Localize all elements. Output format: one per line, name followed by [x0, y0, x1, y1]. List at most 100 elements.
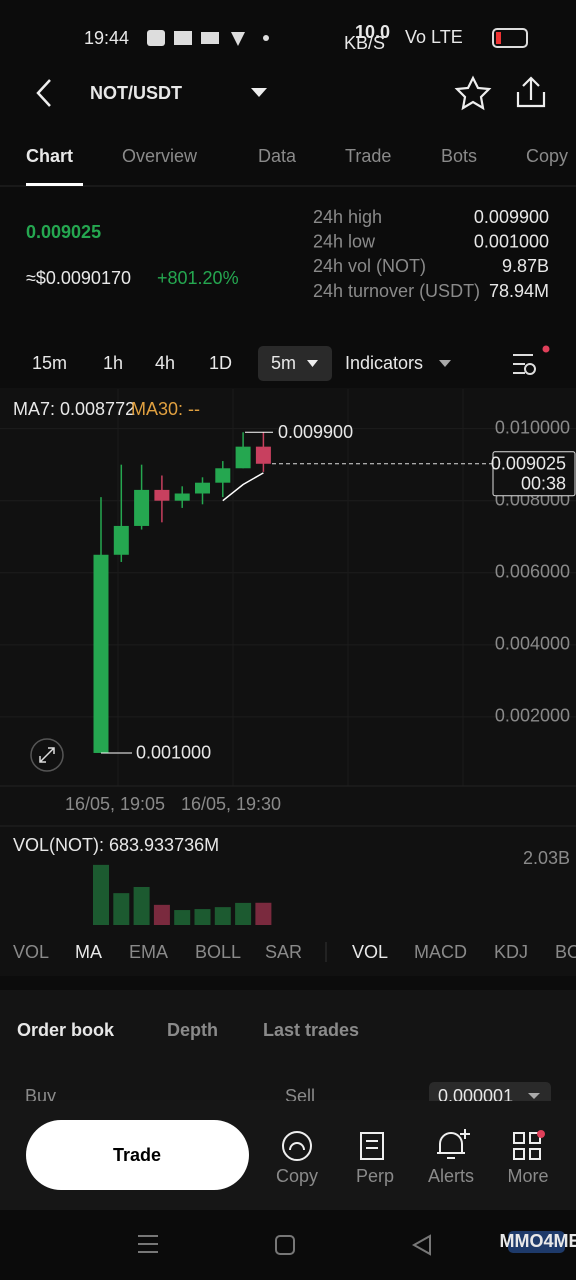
fullscreen-icon — [39, 747, 55, 763]
action-label[interactable]: Copy — [276, 1166, 318, 1186]
indicator-tab[interactable]: SAR — [265, 942, 302, 962]
indicators-dropdown[interactable] — [439, 360, 451, 367]
y-tick-label: 0.002000 — [495, 706, 570, 726]
candle-body — [134, 489, 150, 526]
indicator-tab[interactable]: MA — [75, 942, 102, 962]
tab-indicator — [26, 183, 83, 186]
candle-body — [154, 489, 170, 501]
indicator-tab[interactable]: VOL — [352, 942, 388, 962]
favorite-button[interactable] — [454, 75, 492, 111]
stat-label: 24h vol (NOT) — [313, 256, 426, 276]
precision-value: 0.000001 — [438, 1086, 513, 1106]
battery — [492, 28, 528, 48]
order-tab[interactable]: Last trades — [263, 1020, 359, 1040]
last-price-box — [492, 451, 576, 497]
ma7-label: MA7: 0.008772 — [13, 399, 135, 419]
stat-label: 24h low — [313, 231, 376, 251]
system-nav — [0, 1210, 576, 1280]
indicator-tab[interactable]: BOLL — [195, 942, 241, 962]
volume-bar — [113, 893, 130, 925]
chart-settings[interactable] — [513, 354, 533, 374]
tab[interactable]: Overview — [122, 146, 198, 166]
y-tick-label: 0.010000 — [495, 417, 570, 437]
candle-body — [235, 446, 251, 469]
status-icon — [174, 31, 192, 45]
ma7-line — [222, 472, 264, 502]
action-icon[interactable] — [282, 1131, 313, 1161]
ma30-label: MA30: -- — [131, 399, 200, 419]
watermark: MMO4ME — [500, 1231, 576, 1251]
volume-title: VOL(NOT): 683.933736M — [13, 835, 219, 855]
action-label[interactable]: Alerts — [428, 1166, 474, 1186]
action-label[interactable]: More — [507, 1166, 548, 1186]
indicator-tab[interactable]: BOLL — [555, 942, 576, 962]
action-icon[interactable] — [360, 1132, 384, 1160]
buy-header: Buy — [25, 1086, 56, 1106]
tab[interactable]: Chart — [26, 146, 73, 166]
x-tick-label: 16/05, 19:30 — [181, 794, 281, 814]
price-change: +801.20% — [157, 268, 239, 288]
indicator-tab[interactable]: VOL — [13, 942, 49, 962]
indicator-tab[interactable]: MACD — [414, 942, 467, 962]
candle-body — [93, 554, 109, 753]
last-price-label: 0.009025 — [491, 454, 566, 474]
action-icon[interactable] — [437, 1129, 470, 1159]
fullscreen-button[interactable] — [30, 738, 64, 772]
net-unit: KB/S — [344, 33, 385, 53]
candle-body — [174, 493, 190, 501]
interval-tab[interactable]: 15m — [32, 353, 67, 373]
order-tab[interactable]: Depth — [167, 1020, 218, 1040]
volume-tick-label: 2.03B — [523, 848, 570, 868]
stat-value: 78.94M — [489, 281, 549, 301]
indicator-tab[interactable]: EMA — [129, 942, 168, 962]
last-price: 0.009025 — [26, 222, 101, 242]
nav-back[interactable] — [411, 1234, 431, 1256]
stat-label: 24h high — [313, 207, 382, 227]
indicator-tab[interactable]: KDJ — [494, 942, 528, 962]
volume-bar — [133, 886, 150, 925]
nav-menu[interactable] — [138, 1235, 158, 1253]
pair-title[interactable]: NOT/USDT — [90, 83, 182, 103]
interval-tab[interactable]: 4h — [155, 353, 175, 373]
status-icon — [231, 32, 245, 46]
order-tab[interactable]: Order book — [17, 1020, 115, 1040]
tab[interactable]: Bots — [441, 146, 477, 166]
interval-tab[interactable]: 1D — [209, 353, 232, 373]
nav-home[interactable] — [275, 1235, 295, 1255]
interval-tab[interactable]: 1h — [103, 353, 123, 373]
sell-header: Sell — [285, 1086, 315, 1106]
precision-dropdown[interactable] — [528, 1093, 540, 1099]
pair-dropdown[interactable] — [251, 88, 267, 97]
candle-body — [195, 482, 210, 494]
clock: 19:44 — [84, 28, 129, 48]
interval-tab[interactable]: Indicators — [345, 353, 423, 373]
status-icon — [201, 32, 219, 44]
trade-button[interactable] — [26, 1120, 249, 1190]
volte: Vo LTE — [405, 27, 463, 47]
countdown: 00:38 — [521, 474, 566, 494]
stat-value: 9.87B — [502, 256, 549, 276]
notification-dot — [537, 1130, 545, 1138]
back-button[interactable] — [36, 79, 51, 107]
share-button[interactable] — [516, 76, 546, 108]
trade-button-label[interactable]: Trade — [113, 1145, 161, 1165]
status-icon — [147, 30, 165, 46]
action-label[interactable]: Perp — [356, 1166, 394, 1186]
volume-bar — [153, 904, 170, 925]
battery-level — [496, 32, 501, 44]
interval-dropdown[interactable] — [307, 360, 318, 367]
stat-value: 0.009900 — [474, 207, 549, 227]
tab[interactable]: Copy — [526, 146, 568, 166]
interval-tab[interactable]: 5m — [271, 353, 296, 373]
net-speed: 10.0 — [355, 22, 390, 42]
action-icon[interactable] — [513, 1132, 541, 1160]
volume-bar — [235, 902, 252, 925]
volume-bar — [93, 864, 109, 925]
tab[interactable]: Data — [258, 146, 297, 166]
chart-panel — [0, 388, 576, 976]
stat-value: 0.001000 — [474, 231, 549, 251]
status-icon — [263, 35, 269, 41]
tab[interactable]: Trade — [345, 146, 391, 166]
low-label: 0.001000 — [136, 743, 211, 763]
